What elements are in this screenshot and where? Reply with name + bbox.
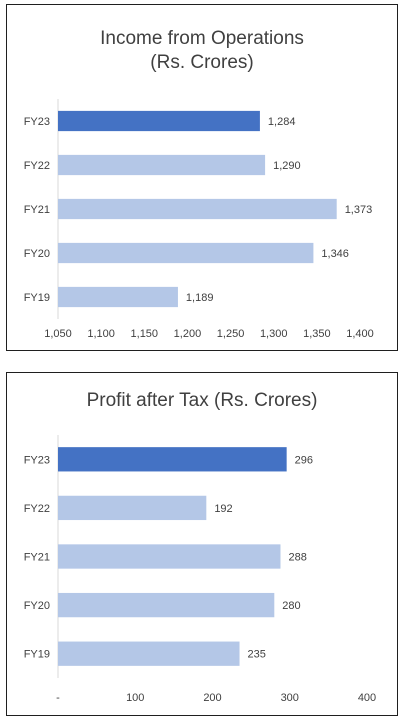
profit-category-label-fy23: FY23: [24, 454, 50, 466]
income-category-label-fy19: FY19: [24, 292, 50, 304]
profit-value-label-fy21: 288: [288, 552, 306, 564]
profit-bar-fy20: [58, 592, 275, 618]
profit-chart-panel: Profit after Tax (Rs. Crores) FY23 296 FY2…: [6, 372, 398, 716]
profit-value-label-fy19: 235: [248, 649, 266, 661]
income-category-label-fy21: FY21: [24, 204, 50, 216]
profit-bar-fy22: [58, 495, 207, 521]
income-value-label-fy23: 1,284: [268, 116, 296, 128]
profit-value-label-fy23: 296: [295, 454, 313, 466]
profit-x-tick-label: 300: [281, 692, 299, 704]
income-x-tick-label: 1,250: [217, 328, 245, 340]
income-x-tick-label: 1,100: [87, 328, 115, 340]
income-value-label-fy20: 1,346: [321, 248, 349, 260]
profit-title-line-1: Profit after Tax (Rs. Crores): [86, 390, 318, 411]
profit-bar-fy21: [58, 544, 281, 569]
income-bar-fy22: [58, 154, 266, 176]
income-chart-title: Income from Operations (Rs. Crores): [7, 27, 397, 75]
income-value-label-fy22: 1,290: [273, 160, 301, 172]
profit-chart-plot: FY23 296 FY22 192 FY21 288 FY20 280 FY19 235 - 100 2…: [24, 435, 376, 704]
profit-x-tick-label: 400: [358, 692, 376, 704]
income-chart-panel: Income from Operations (Rs. Crores) FY23…: [6, 4, 398, 351]
income-category-label-fy20: FY20: [24, 248, 50, 260]
income-title-line-2: (Rs. Crores): [150, 52, 254, 73]
profit-category-label-fy19: FY19: [24, 649, 50, 661]
profit-bar-fy19: [58, 641, 240, 666]
profit-bar-fy23: [58, 447, 287, 472]
income-title-line-1: Income from Operations: [100, 28, 304, 49]
income-bar-fy20: [58, 242, 314, 264]
profit-category-label-fy20: FY20: [24, 600, 50, 612]
profit-category-label-fy21: FY21: [24, 552, 50, 564]
income-x-tick-label: 1,150: [131, 328, 159, 340]
income-bar-fy19: [58, 286, 178, 308]
profit-x-tick-label: -: [56, 692, 60, 704]
profit-value-label-fy22: 192: [214, 503, 232, 515]
income-x-tick-label: 1,200: [174, 328, 202, 340]
income-bar-fy23: [58, 110, 260, 132]
profit-x-tick-label: 100: [126, 692, 144, 704]
income-chart-plot: FY23 1,284 FY22 1,290 FY21 1,373 FY20 1,346 FY19…: [24, 99, 374, 340]
income-bar-fy21: [58, 198, 337, 220]
income-x-tick-label: 1,300: [260, 328, 288, 340]
income-x-tick-label: 1,400: [346, 328, 374, 340]
profit-value-label-fy20: 280: [282, 600, 300, 612]
income-value-label-fy19: 1,189: [186, 292, 214, 304]
profit-chart-title: Profit after Tax (Rs. Crores): [7, 389, 397, 413]
income-value-label-fy21: 1,373: [345, 204, 373, 216]
profit-x-tick-label: 200: [203, 692, 221, 704]
profit-category-label-fy22: FY22: [24, 503, 50, 515]
income-x-tick-label: 1,050: [44, 328, 72, 340]
income-category-label-fy22: FY22: [24, 160, 50, 172]
income-category-label-fy23: FY23: [24, 116, 50, 128]
income-x-tick-label: 1,350: [303, 328, 331, 340]
